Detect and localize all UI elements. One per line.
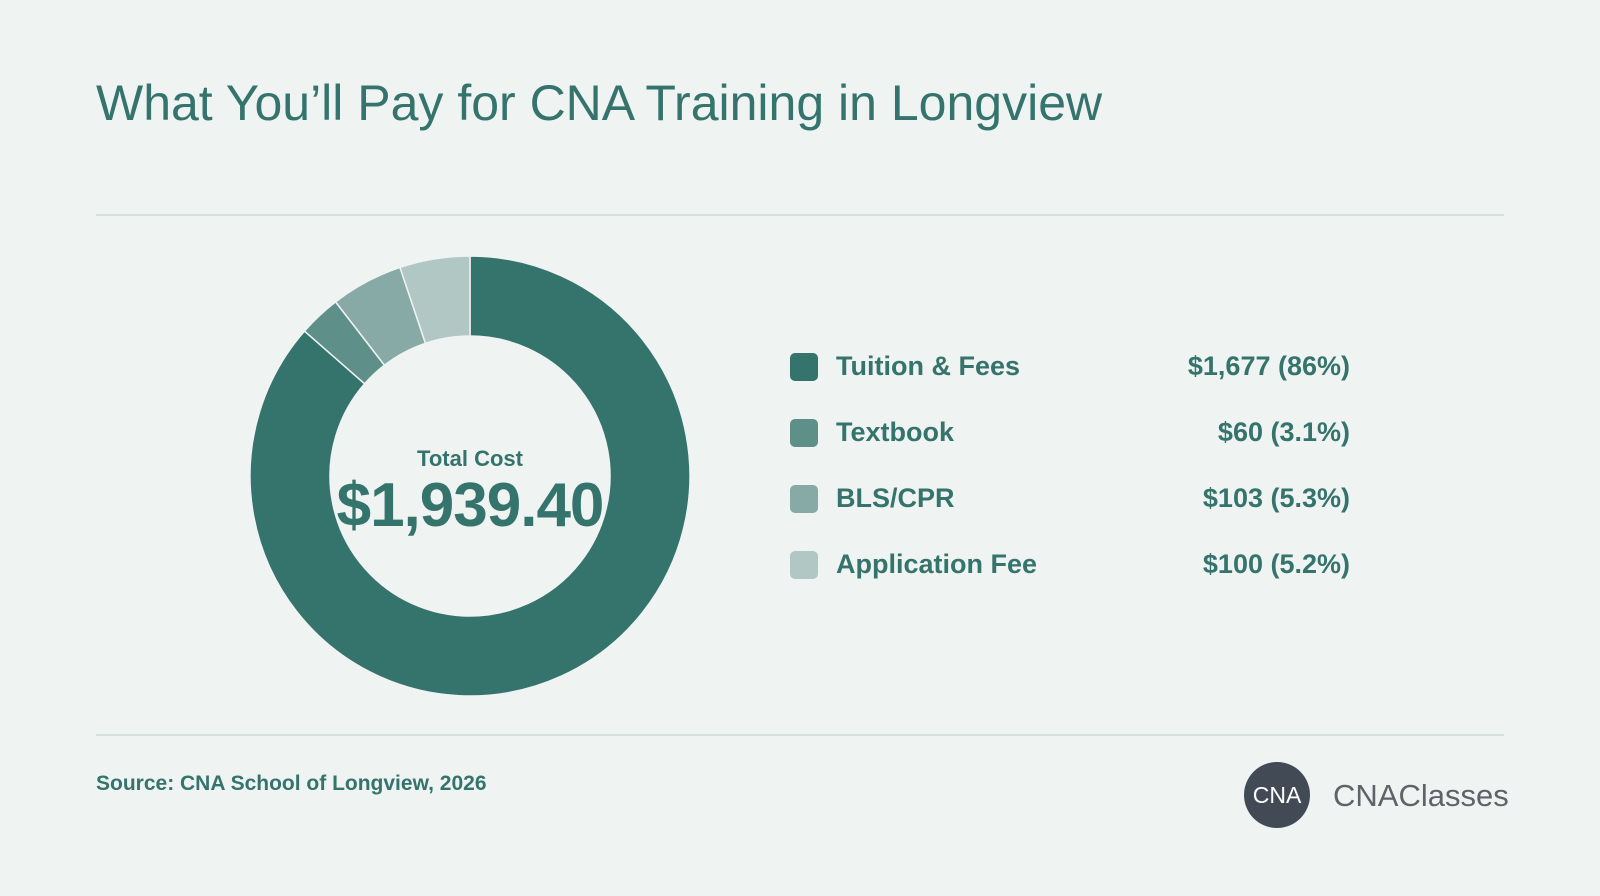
legend-label-tuition: Tuition & Fees xyxy=(836,351,1021,381)
total-cost-label: Total Cost xyxy=(417,446,523,471)
legend-item-textbook: Textbook $60 (3.1%) xyxy=(790,411,1350,477)
legend-item-bls-cpr: BLS/CPR $103 (5.3%) xyxy=(790,477,1350,543)
donut-slice-tuition xyxy=(249,255,691,697)
chart-legend: Tuition & Fees $1,677 (86%) Textbook $60… xyxy=(790,345,1350,609)
page-title: What You’ll Pay for CNA Training in Long… xyxy=(96,75,1103,131)
total-cost-value: $1,939.40 xyxy=(336,471,605,540)
legend-label-textbook: Textbook xyxy=(836,417,955,447)
legend-item-application-fee: Application Fee $100 (5.2%) xyxy=(790,543,1350,609)
legend-swatch-textbook xyxy=(790,419,818,447)
legend-value-application-fee: $100 (5.2%) xyxy=(1202,549,1350,579)
legend-label-bls-cpr: BLS/CPR xyxy=(836,483,955,513)
legend-item-tuition: Tuition & Fees $1,677 (86%) xyxy=(790,345,1350,411)
legend-swatch-tuition xyxy=(790,353,818,381)
legend-value-bls-cpr: $103 (5.3%) xyxy=(1202,483,1350,513)
source-note: Source: CNA School of Longview, 2026 xyxy=(96,772,487,795)
legend-value-tuition: $1,677 (86%) xyxy=(1187,351,1350,381)
brand-logo-badge: CNA xyxy=(1244,762,1310,828)
legend-value-textbook: $60 (3.1%) xyxy=(1217,417,1350,447)
legend-swatch-bls-cpr xyxy=(790,485,818,513)
legend-swatch-application-fee xyxy=(790,551,818,579)
donut-slice-application-fee xyxy=(399,255,471,345)
top-divider xyxy=(96,214,1504,216)
bottom-divider xyxy=(96,734,1504,736)
brand-logo-text: CNAClasses xyxy=(1333,778,1509,813)
legend-label-application-fee: Application Fee xyxy=(836,549,1038,579)
